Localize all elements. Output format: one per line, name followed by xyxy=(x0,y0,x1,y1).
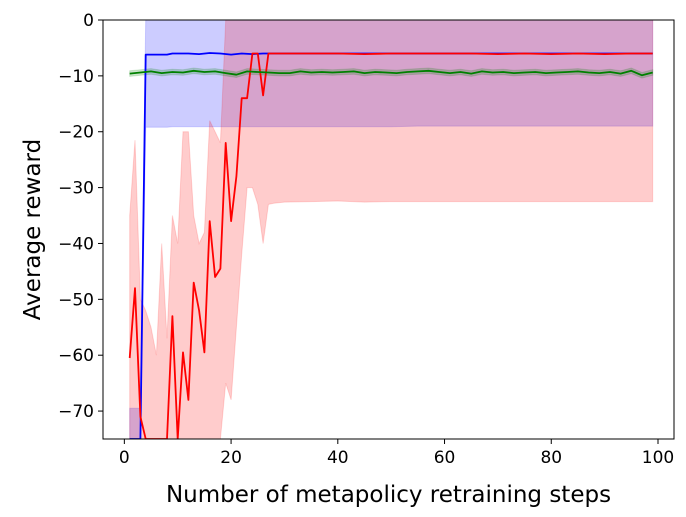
y-tick-label: −40 xyxy=(58,234,94,254)
y-axis-ticks: 0 −10 −20 −30 −40 −50 −60 −70 xyxy=(58,11,103,422)
plot-frame xyxy=(102,19,675,440)
y-tick-label: −10 xyxy=(58,67,94,87)
series-3-line xyxy=(129,69,653,77)
x-tick-label: 40 xyxy=(327,448,349,468)
x-axis-ticks: 0 20 40 60 80 100 xyxy=(119,439,674,468)
x-tick-label: 80 xyxy=(540,448,562,468)
series-2-line xyxy=(128,52,653,439)
x-axis-title: Number of metapolicy retraining steps xyxy=(166,482,611,508)
x-tick-label: 100 xyxy=(642,448,674,468)
y-axis-title: Average reward xyxy=(20,139,46,320)
y-tick-label: −50 xyxy=(58,290,94,310)
x-tick-label: 20 xyxy=(220,448,242,468)
y-tick-label: −30 xyxy=(58,179,94,199)
series-1-band xyxy=(129,20,654,439)
series-lines xyxy=(128,52,653,439)
y-tick-label: 0 xyxy=(83,11,94,31)
x-tick-label: 0 xyxy=(119,448,130,468)
x-tick-label: 60 xyxy=(434,448,456,468)
series-2-band xyxy=(129,20,654,439)
y-tick-label: −20 xyxy=(58,123,94,143)
y-tick-label: −70 xyxy=(58,402,94,422)
y-tick-label: −60 xyxy=(58,346,94,366)
